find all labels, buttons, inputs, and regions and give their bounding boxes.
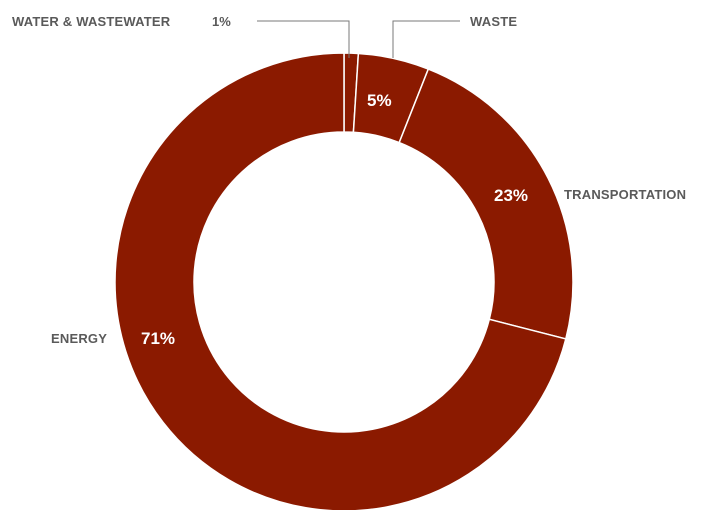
value-transportation: 23% (494, 186, 528, 205)
label-transportation: TRANSPORTATION (564, 187, 686, 202)
leader-line-water (257, 20, 350, 58)
label-energy: ENERGY (51, 331, 107, 346)
value-energy: 71% (141, 329, 175, 348)
label-waste: WASTE (470, 14, 517, 29)
slice-energy (114, 52, 567, 510)
label-water-wastewater: WATER & WASTEWATER (12, 14, 171, 29)
donut-slices (114, 52, 574, 510)
value-waste: 5% (367, 91, 392, 110)
leader-lines (257, 20, 460, 58)
slice-transportation (398, 68, 574, 340)
value-water-wastewater: 1% (212, 14, 231, 29)
leader-line-waste (392, 20, 460, 58)
